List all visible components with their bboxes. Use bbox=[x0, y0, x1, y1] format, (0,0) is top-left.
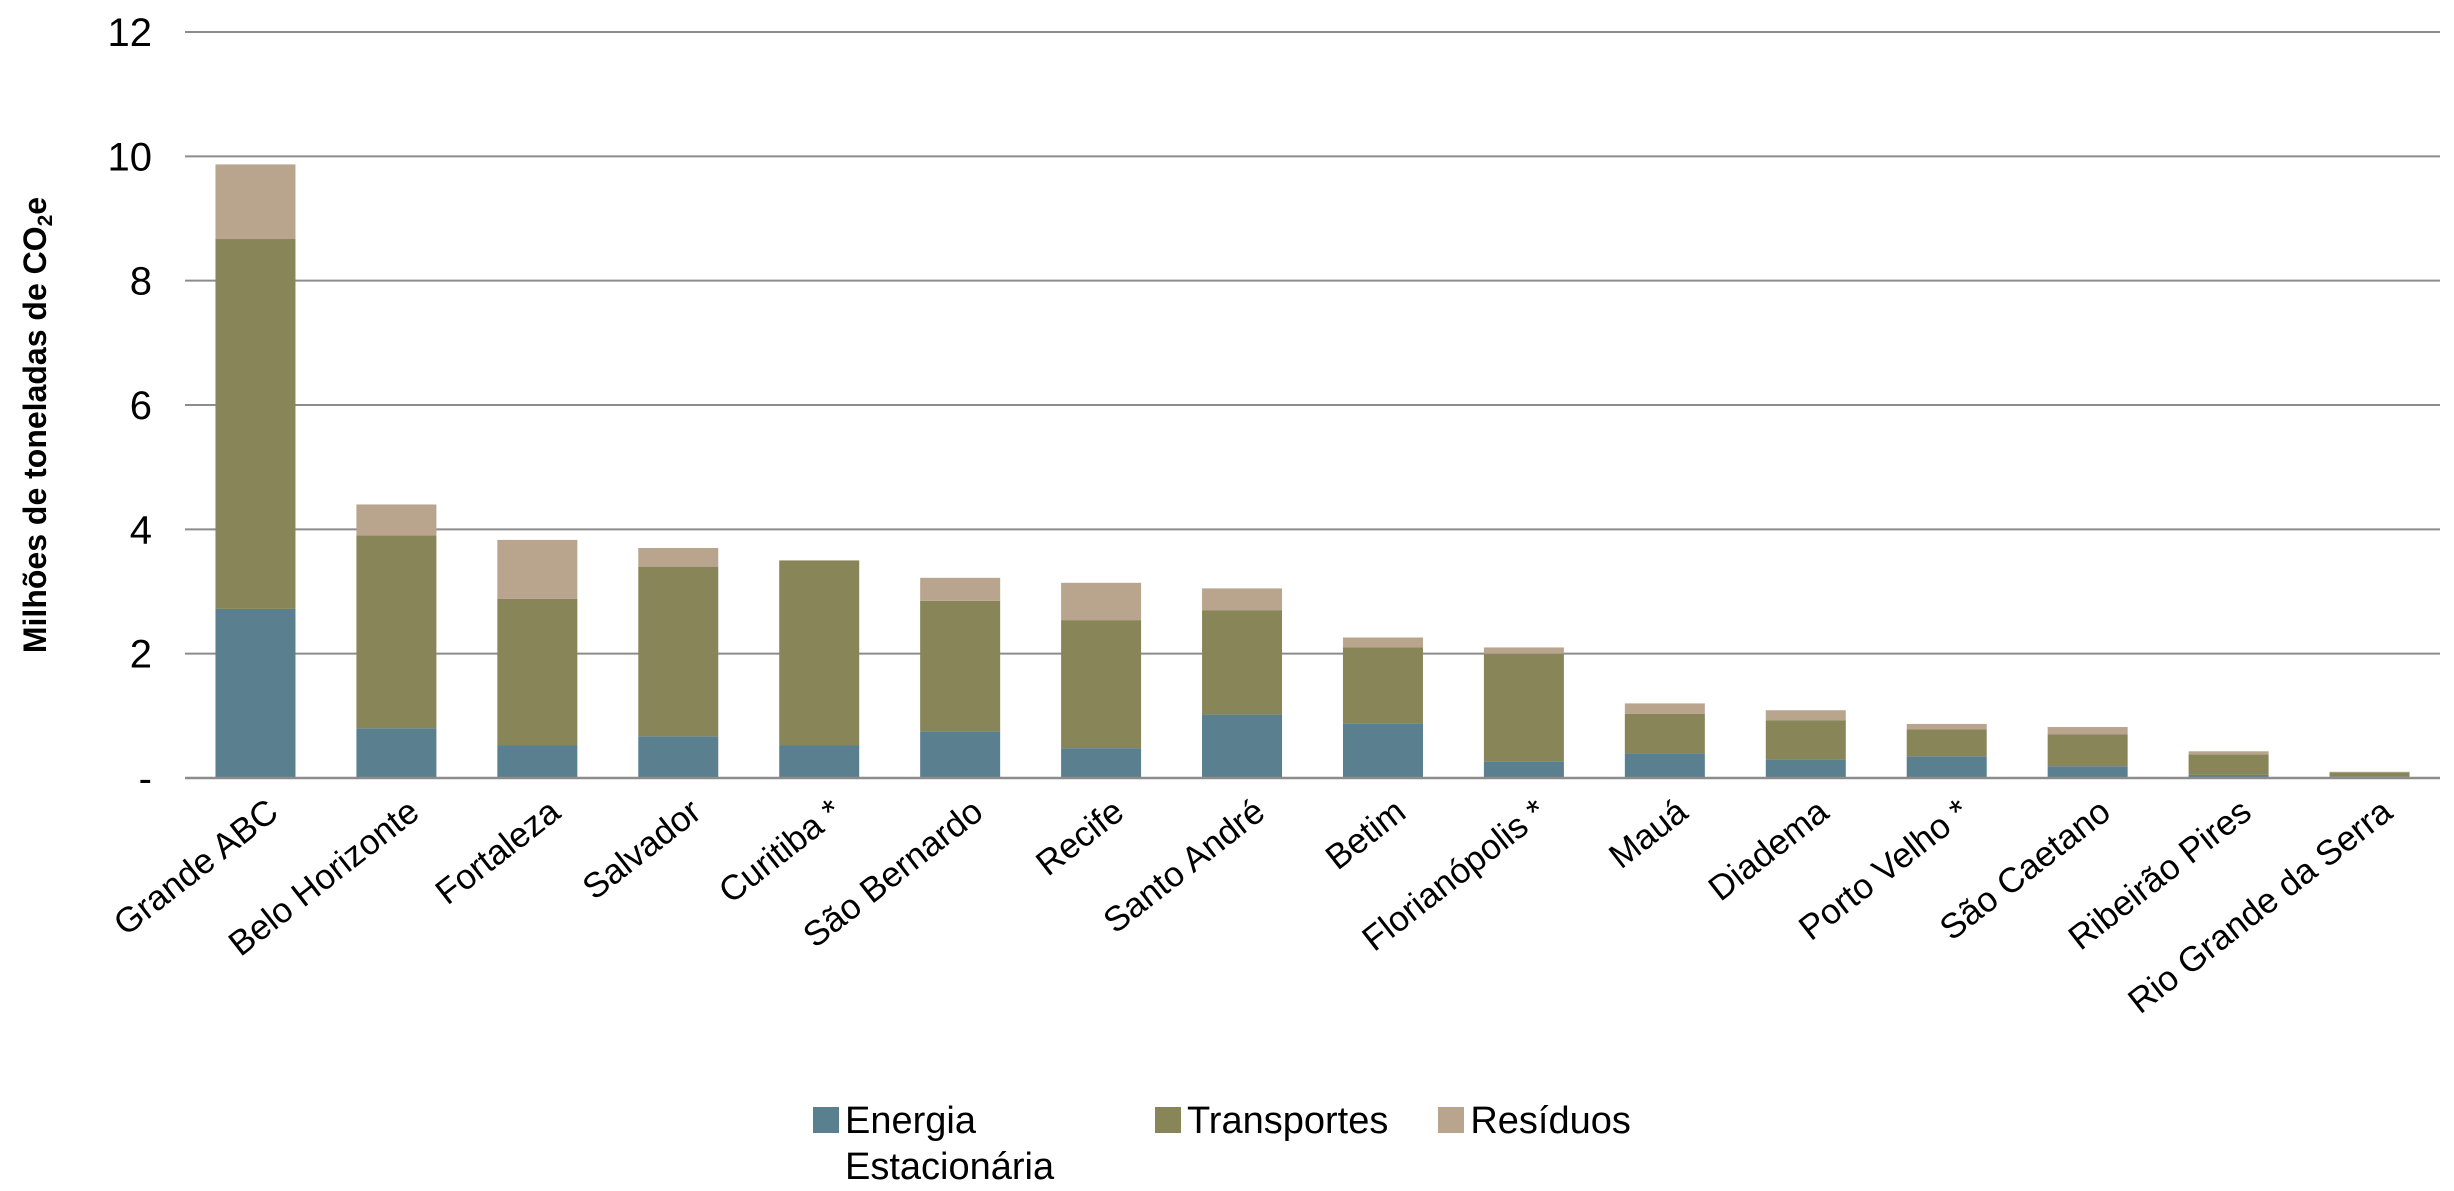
bars bbox=[215, 164, 2410, 778]
legend: Energia Estacionária Transportes Resíduos bbox=[813, 1098, 1631, 1190]
bar-segment-1 bbox=[356, 535, 437, 729]
bar-segment-0 bbox=[1624, 753, 1705, 778]
x-tick-label: Diadema bbox=[1701, 791, 1836, 908]
legend-item: Resíduos bbox=[1438, 1098, 1631, 1190]
legend-item: Transportes bbox=[1155, 1098, 1388, 1190]
bar-segment-2 bbox=[1342, 637, 1423, 648]
bar-segment-1 bbox=[1342, 647, 1423, 724]
bar-segment-0 bbox=[1765, 759, 1846, 778]
bar-segment-2 bbox=[1906, 723, 1987, 730]
y-tick-label: 4 bbox=[130, 508, 152, 552]
legend-label: Resíduos bbox=[1470, 1100, 1631, 1142]
bar-segment-1 bbox=[1202, 610, 1283, 715]
bar-segment-1 bbox=[1624, 713, 1705, 754]
legend-swatch bbox=[1155, 1107, 1181, 1133]
bar-segment-1 bbox=[1906, 729, 1987, 757]
x-tick-label: Mauá bbox=[1602, 791, 1695, 876]
x-tick-label: Curitiba * bbox=[712, 791, 850, 911]
bar-segment-2 bbox=[356, 504, 437, 536]
bar-segment-0 bbox=[356, 728, 437, 778]
bar-segment-2 bbox=[2047, 727, 2128, 735]
bar-segment-2 bbox=[2188, 751, 2269, 755]
bar-segment-1 bbox=[2329, 772, 2410, 777]
bar-segment-0 bbox=[1906, 756, 1987, 778]
bar-segment-1 bbox=[1765, 720, 1846, 760]
y-tick-labels: - 2 4 6 8 10 12 bbox=[108, 11, 153, 801]
y-tick-label: 8 bbox=[130, 260, 152, 304]
bar-segment-2 bbox=[497, 539, 578, 599]
bar-segment-0 bbox=[2188, 774, 2269, 778]
x-tick-label: Recife bbox=[1029, 792, 1131, 884]
bar-segment-1 bbox=[2188, 754, 2269, 775]
gridlines bbox=[185, 31, 2440, 655]
x-tick-label: Betim bbox=[1318, 792, 1413, 878]
bar-segment-2 bbox=[1765, 710, 1846, 721]
bar-segment-1 bbox=[779, 560, 860, 746]
legend-item: Energia Estacionária bbox=[813, 1098, 1105, 1190]
bar-segment-1 bbox=[1483, 653, 1564, 762]
bar-segment-0 bbox=[779, 745, 860, 778]
y-axis-label-main: Milhões de toneladas de CO bbox=[17, 226, 53, 653]
x-tick-label: Rio Grande da Serra bbox=[2121, 791, 2400, 1021]
y-axis-label: Milhões de toneladas de CO2e bbox=[17, 197, 57, 653]
legend-swatch bbox=[1438, 1107, 1465, 1133]
y-tick-label: - bbox=[139, 757, 152, 801]
y-tick-label: 2 bbox=[130, 633, 152, 677]
bar-segment-1 bbox=[920, 600, 1001, 732]
bar-segment-1 bbox=[215, 239, 296, 609]
bar-segment-0 bbox=[920, 731, 1001, 778]
y-tick-label: 10 bbox=[108, 135, 153, 179]
bar-segment-0 bbox=[1061, 748, 1142, 778]
bar-segment-1 bbox=[497, 598, 578, 746]
bar-segment-2 bbox=[2329, 771, 2410, 773]
bar-segment-1 bbox=[2047, 734, 2128, 767]
y-tick-label: 12 bbox=[108, 11, 153, 55]
bar-segment-2 bbox=[215, 164, 296, 240]
bar-segment-0 bbox=[497, 745, 578, 778]
bar-segment-2 bbox=[1202, 588, 1283, 611]
bar-segment-2 bbox=[920, 577, 1001, 601]
y-tick-label: 6 bbox=[130, 384, 152, 428]
legend-label: Transportes bbox=[1187, 1100, 1389, 1142]
bar-segment-0 bbox=[1202, 714, 1283, 778]
bar-segment-2 bbox=[1483, 647, 1564, 654]
legend-swatch bbox=[813, 1107, 839, 1133]
bar-segment-1 bbox=[638, 566, 719, 737]
bar-segment-0 bbox=[1342, 723, 1423, 778]
bar-segment-0 bbox=[638, 736, 719, 778]
bar-segment-0 bbox=[215, 608, 296, 778]
legend-label: Energia Estacionária bbox=[845, 1100, 1055, 1188]
x-tick-label: Fortaleza bbox=[428, 791, 567, 912]
bar-segment-2 bbox=[1624, 703, 1705, 714]
y-axis-label-subscript: 2 bbox=[34, 215, 57, 227]
bar-segment-2 bbox=[1061, 582, 1142, 621]
bar-segment-0 bbox=[1483, 761, 1564, 778]
bar-segment-2 bbox=[638, 547, 719, 567]
x-tick-label: Salvador bbox=[575, 791, 708, 907]
y-axis-label-suffix: e bbox=[17, 197, 53, 215]
bar-segment-0 bbox=[2047, 766, 2128, 778]
bar-segment-1 bbox=[1061, 620, 1142, 749]
